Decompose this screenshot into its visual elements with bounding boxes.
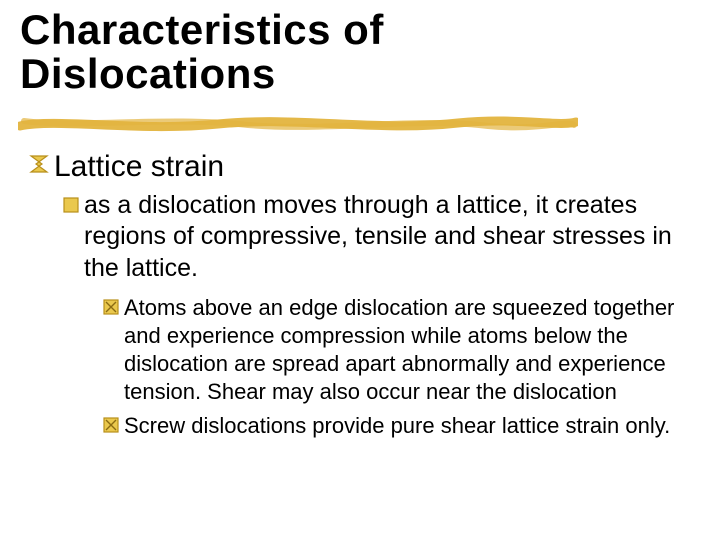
level1-text: Lattice strain [54,150,224,183]
slide-title: Characteristics of Dislocations [20,8,384,96]
underline-stroke-2 [24,121,574,127]
y-bullet-icon [62,193,80,217]
bullet-level-3-item-1: Screw dislocations provide pure shear la… [102,412,688,440]
title-line-1: Characteristics of [20,6,384,53]
x-bullet-icon [102,296,120,318]
bullet-level-2: as a dislocation moves through a lattice… [62,190,688,284]
content-area: Lattice strain as a dislocation moves th… [28,150,688,441]
title-underline [18,112,578,134]
level2-text: as a dislocation moves through a lattice… [84,190,688,284]
x-bullet-icon [102,414,120,436]
bullet-level-1: Lattice strain [28,150,688,184]
title-line-2: Dislocations [20,50,276,97]
slide: Characteristics of Dislocations Lattice … [0,0,720,540]
level3-text-1: Screw dislocations provide pure shear la… [124,412,670,440]
level3-text-0: Atoms above an edge dislocation are sque… [124,294,688,407]
z-bullet-icon [28,153,50,175]
underline-stroke [20,121,576,127]
y-shape [64,198,78,212]
bullet-level-3-item-0: Atoms above an edge dislocation are sque… [102,294,688,407]
